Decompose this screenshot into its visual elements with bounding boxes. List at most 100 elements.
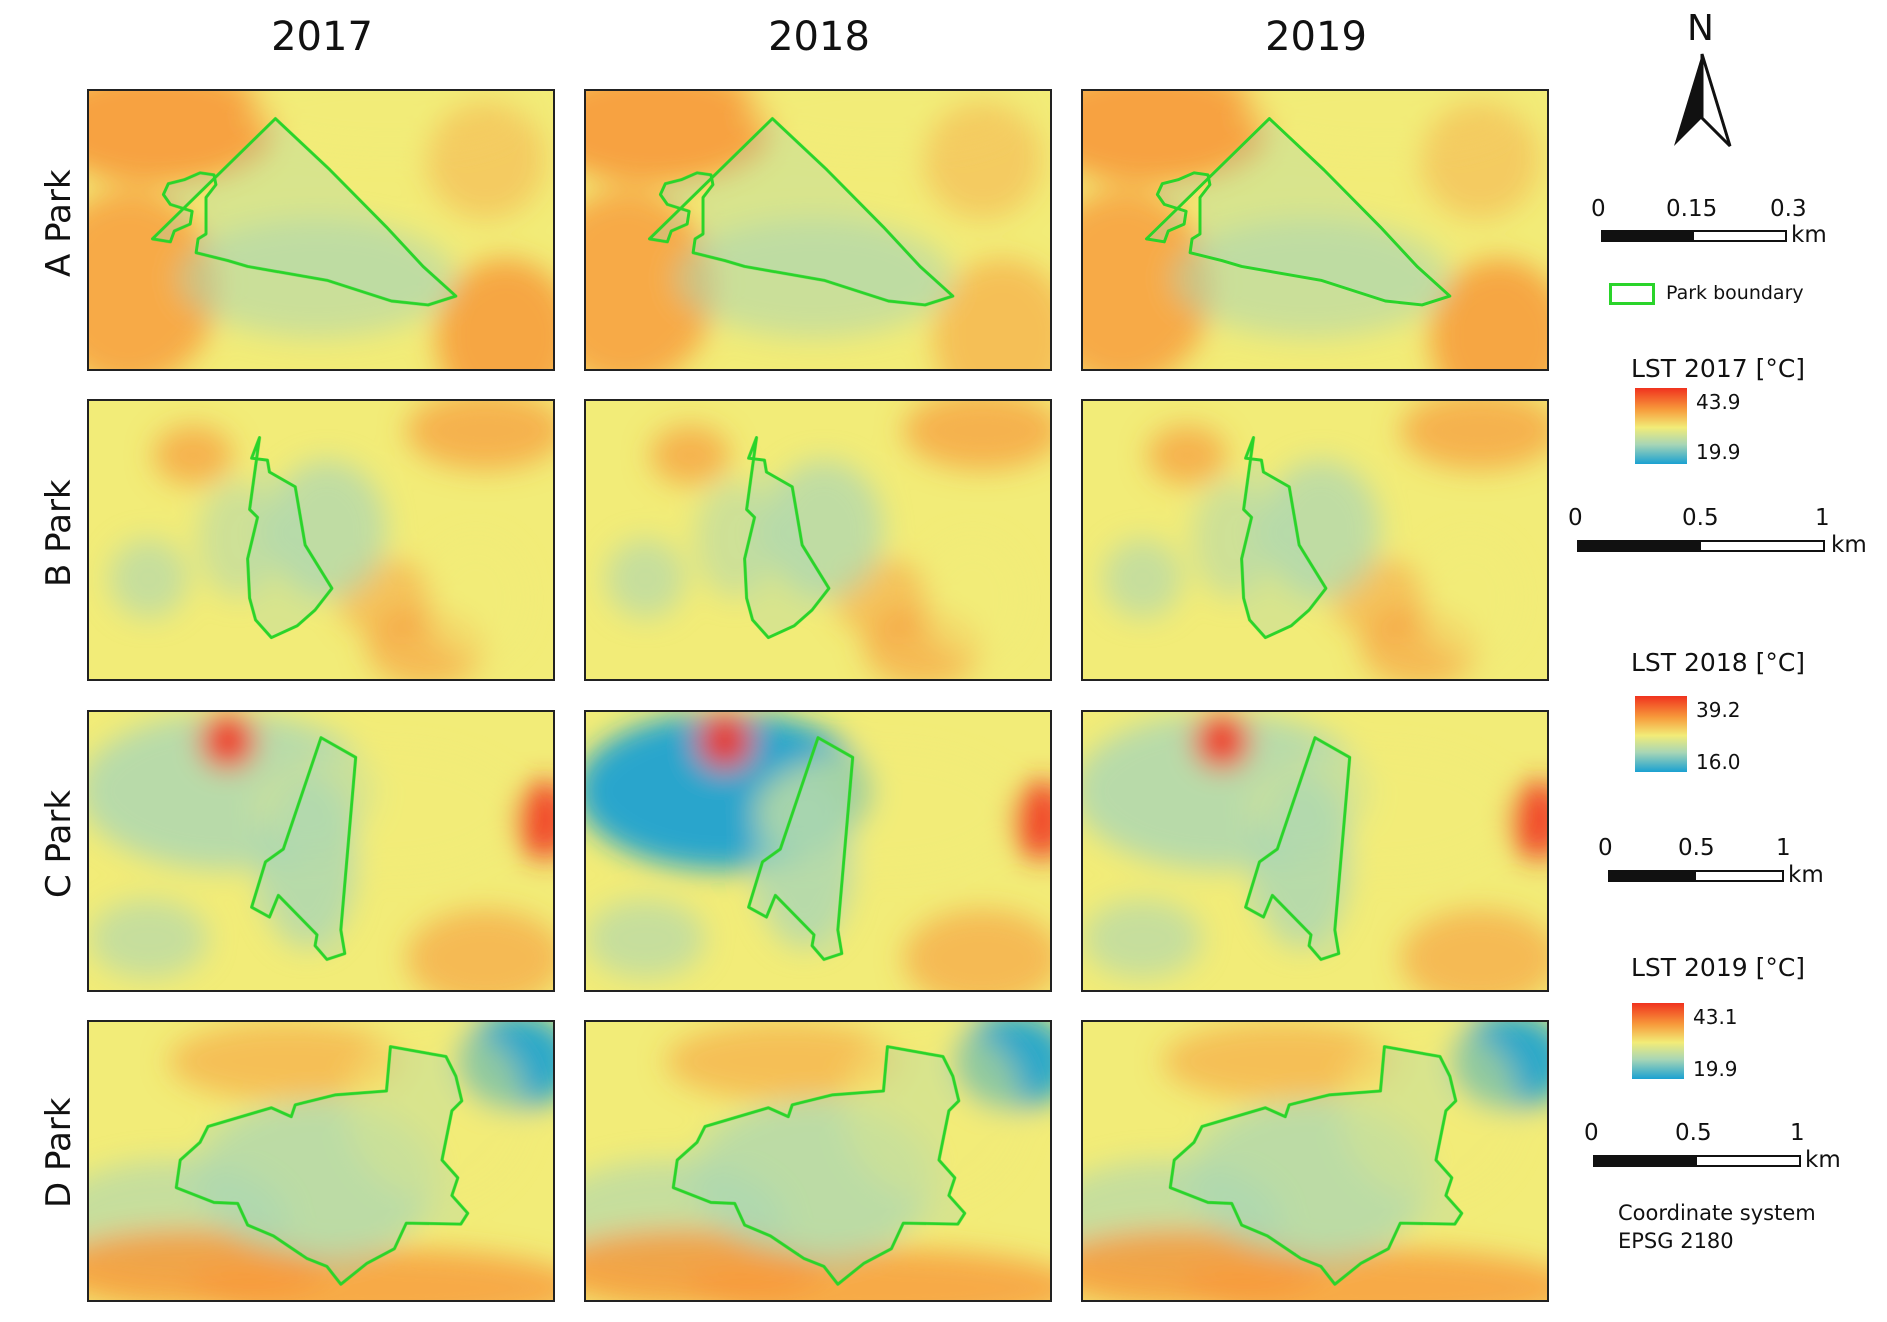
- map-panel-d-park-2019: [1081, 1020, 1549, 1302]
- lst-2018-color-ramp: [1635, 696, 1687, 772]
- year-label-2017: 2017: [271, 14, 373, 60]
- scalebar-c-unit: km: [1788, 862, 1824, 888]
- lst-patch: [697, 713, 753, 770]
- map-panel-c-park-2017: [87, 710, 555, 992]
- lst-patch: [426, 539, 526, 658]
- park-boundary-outline: [246, 435, 334, 640]
- scalebar-d-unit: km: [1805, 1147, 1841, 1173]
- park-boundary-outline: [174, 1045, 470, 1286]
- lst-patch: [89, 189, 218, 369]
- lst-2019-max: 43.1: [1693, 1005, 1738, 1029]
- scalebar-c-label-0: 0: [1598, 835, 1613, 861]
- park-boundary-outline: [150, 117, 458, 307]
- year-label-2018: 2018: [768, 14, 870, 60]
- lst-patch: [1340, 1022, 1520, 1200]
- lst-patch: [665, 1022, 904, 1101]
- lst-patch: [1430, 258, 1547, 369]
- lst-patch: [695, 479, 775, 599]
- crs-line-1: Coordinate system: [1618, 1201, 1816, 1225]
- lst-surface: [586, 1022, 1050, 1300]
- lst-patch: [198, 479, 278, 599]
- scalebar-c-bar: [1608, 870, 1784, 882]
- lst-patch: [168, 1022, 407, 1101]
- lst-patch: [1192, 479, 1272, 599]
- park-boundary-outline: [1168, 1045, 1464, 1286]
- lst-2019-min: 19.9: [1693, 1057, 1738, 1081]
- lst-patch: [843, 1022, 1023, 1200]
- map-panel-b-park-2019: [1081, 399, 1549, 681]
- lst-2017-max: 43.9: [1696, 390, 1741, 414]
- map-panel-a-park-2019: [1081, 89, 1549, 371]
- row-label-b-park: B Park: [39, 479, 79, 587]
- lst-patch: [346, 1022, 526, 1200]
- scalebar-b-bar: [1577, 540, 1825, 552]
- lst-patch: [153, 425, 233, 485]
- lst-patch: [1083, 189, 1212, 369]
- lst-patch: [754, 771, 854, 949]
- lst-patch: [903, 401, 1050, 470]
- scalebar-b-label-mid: 0.5: [1682, 505, 1719, 531]
- scalebar-b-label-max: 1: [1815, 505, 1830, 531]
- scalebar-d-label-max: 1: [1790, 1120, 1805, 1146]
- park-boundary-outline: [747, 736, 855, 961]
- lst-patch: [188, 1248, 553, 1300]
- lst-surface: [1083, 712, 1547, 990]
- lst-2017-min: 19.9: [1696, 440, 1741, 464]
- lst-patch: [1102, 539, 1183, 618]
- lst-patch: [1400, 401, 1547, 470]
- lst-patch: [923, 100, 1043, 220]
- scalebar-a-bar: [1601, 230, 1787, 242]
- park-boundary-outline: [647, 117, 955, 307]
- scalebar-d-label-mid: 0.5: [1675, 1120, 1712, 1146]
- crs-line-2: EPSG 2180: [1618, 1229, 1734, 1253]
- lst-patch: [1182, 1248, 1547, 1300]
- lst-patch: [685, 1248, 1050, 1300]
- lst-patch: [1012, 781, 1050, 860]
- scalebar-a-label-mid: 0.15: [1666, 196, 1718, 222]
- park-boundary-swatch: [1609, 283, 1655, 305]
- lst-surface: [89, 91, 553, 369]
- lst-patch: [108, 539, 189, 618]
- scalebar-a-label-max: 0.3: [1770, 196, 1807, 222]
- lst-patch: [586, 189, 715, 369]
- map-panel-c-park-2018: [584, 710, 1052, 992]
- lst-surface: [89, 1022, 553, 1300]
- lst-2017-color-ramp: [1635, 388, 1687, 464]
- lst-surface: [586, 712, 1050, 990]
- north-label: N: [1687, 8, 1714, 49]
- lst-2018-title: LST 2018 [°C]: [1631, 648, 1806, 677]
- map-panel-d-park-2017: [87, 1020, 555, 1302]
- lst-patch: [406, 909, 553, 990]
- lst-2019-color-ramp: [1632, 1003, 1684, 1079]
- row-label-a-park: A Park: [39, 169, 79, 277]
- map-panel-a-park-2018: [584, 89, 1052, 371]
- lst-patch: [933, 258, 1050, 369]
- lst-2018-max: 39.2: [1696, 698, 1741, 722]
- lst-patch: [650, 425, 730, 485]
- lst-patch: [1083, 899, 1202, 979]
- lst-patch: [406, 401, 553, 470]
- lst-surface: [108, 401, 553, 679]
- north-arrow-icon: [1674, 53, 1732, 148]
- map-panel-d-park-2018: [584, 1020, 1052, 1302]
- lst-patch: [903, 909, 1050, 990]
- park-boundary-outline: [671, 1045, 967, 1286]
- lst-patch: [1509, 781, 1547, 860]
- lst-patch: [1194, 713, 1250, 770]
- lst-patch: [923, 539, 1023, 658]
- lst-surface: [1083, 1022, 1547, 1300]
- park-boundary-outline: [743, 435, 831, 640]
- row-label-d-park: D Park: [39, 1097, 79, 1208]
- map-panel-c-park-2019: [1081, 710, 1549, 992]
- scalebar-a-unit: km: [1791, 222, 1827, 248]
- lst-surface: [586, 91, 1050, 369]
- scalebar-b-unit: km: [1831, 532, 1867, 558]
- lst-patch: [1147, 425, 1227, 485]
- park-boundary-label: Park boundary: [1666, 282, 1804, 304]
- park-boundary-outline: [1144, 117, 1452, 307]
- scalebar-c-label-max: 1: [1776, 835, 1791, 861]
- scalebar-b-label-0: 0: [1568, 505, 1583, 531]
- lst-2017-title: LST 2017 [°C]: [1631, 354, 1806, 383]
- lst-surface: [89, 712, 553, 990]
- park-boundary-outline: [1240, 435, 1328, 640]
